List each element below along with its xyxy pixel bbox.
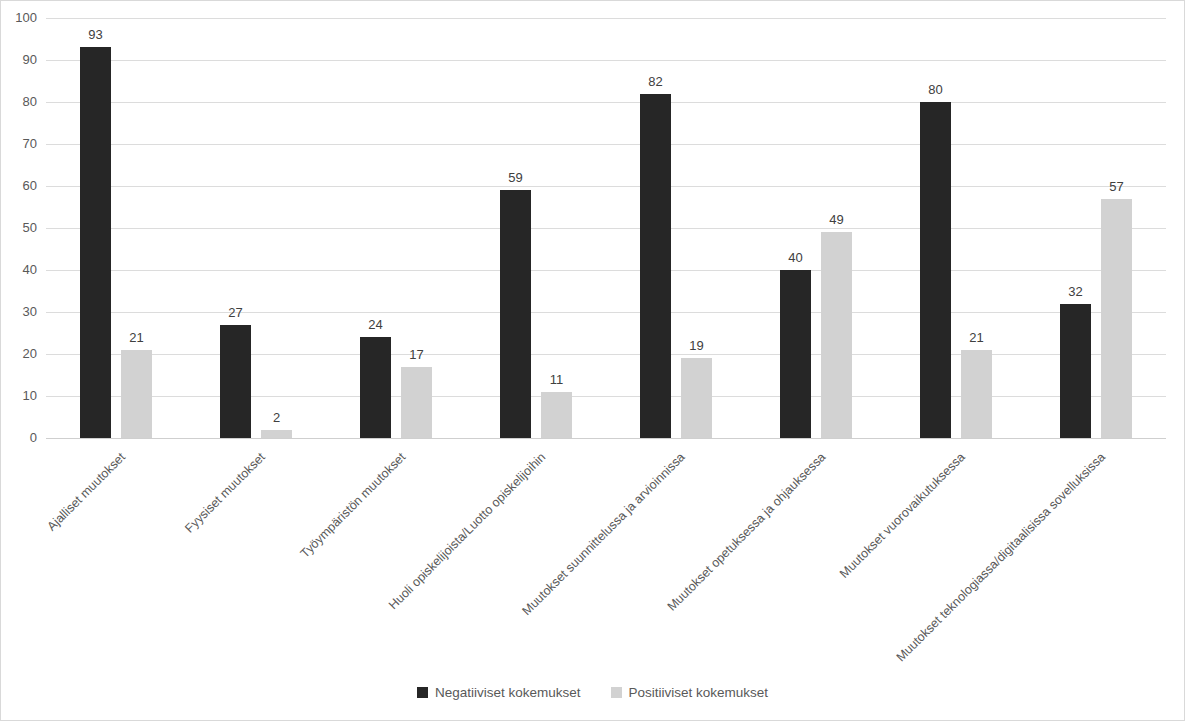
legend-item-negative: Negatiiviset kokemukset xyxy=(417,685,581,700)
x-category-label: Muutokset vuorovaikutuksessa xyxy=(837,450,968,581)
bar-chart: 0102030405060708090100932127224175911821… xyxy=(0,0,1185,721)
x-category-label: Huoli opiskelijoista/Luotto opiskelijoih… xyxy=(386,450,549,613)
legend-item-positive: Positiiviset kokemukset xyxy=(611,685,769,700)
x-axis-labels: Ajalliset muutokset Fyysiset muutokset Työ… xyxy=(1,1,1184,720)
x-category-label: Työympäristön muutokset xyxy=(297,450,408,561)
legend: Negatiiviset kokemukset Positiiviset kok… xyxy=(1,685,1184,700)
x-category-label: Muutokset opetuksessa ja ohjauksessa xyxy=(664,450,828,614)
legend-swatch-positive-icon xyxy=(611,687,622,698)
x-category-label: Muutokset suunnittelussa ja arvioinnissa xyxy=(520,450,689,619)
legend-label-positive: Positiiviset kokemukset xyxy=(629,685,769,700)
x-category-label: Fyysiset muutokset xyxy=(182,450,268,536)
legend-swatch-negative-icon xyxy=(417,687,428,698)
x-category-label: Ajalliset muutokset xyxy=(44,450,128,534)
legend-label-negative: Negatiiviset kokemukset xyxy=(435,685,581,700)
